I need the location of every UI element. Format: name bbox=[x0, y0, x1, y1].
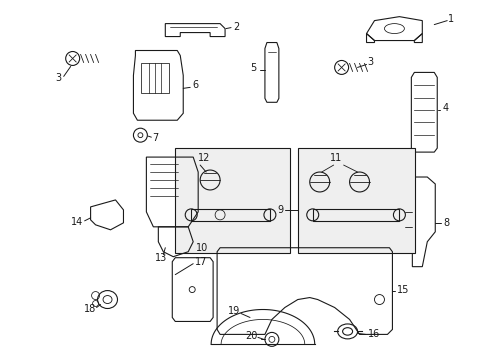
Text: 10: 10 bbox=[196, 243, 208, 253]
Text: 8: 8 bbox=[442, 218, 448, 228]
Text: 15: 15 bbox=[397, 284, 409, 294]
Text: 7: 7 bbox=[152, 133, 158, 143]
Text: 13: 13 bbox=[155, 253, 167, 263]
Text: 12: 12 bbox=[198, 153, 210, 163]
Text: 14: 14 bbox=[71, 217, 83, 227]
Text: 20: 20 bbox=[244, 332, 257, 341]
Text: 1: 1 bbox=[447, 14, 453, 24]
Text: 3: 3 bbox=[56, 73, 61, 84]
Text: 17: 17 bbox=[195, 257, 207, 267]
Text: 2: 2 bbox=[233, 22, 239, 32]
Text: 4: 4 bbox=[441, 103, 447, 113]
Bar bbox=[175, 148, 289, 253]
Text: 18: 18 bbox=[83, 305, 96, 315]
Text: 3: 3 bbox=[367, 58, 373, 67]
Text: 9: 9 bbox=[277, 205, 284, 215]
Text: 19: 19 bbox=[227, 306, 240, 316]
Text: 16: 16 bbox=[367, 329, 379, 339]
Bar bbox=[141, 63, 169, 93]
Text: 6: 6 bbox=[192, 80, 198, 90]
Text: 11: 11 bbox=[329, 153, 341, 163]
Bar bbox=[297, 148, 414, 253]
Text: 5: 5 bbox=[249, 63, 256, 73]
